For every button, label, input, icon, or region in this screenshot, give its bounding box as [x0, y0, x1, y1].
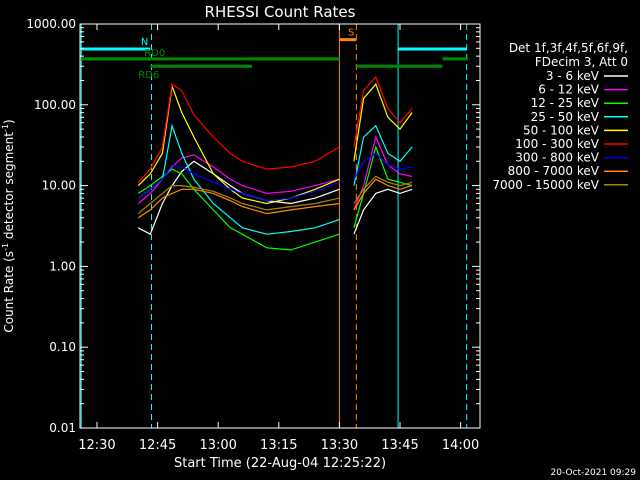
- y-tick-label-1: 0.10: [49, 340, 76, 354]
- series-line-7-1: [353, 178, 413, 211]
- y-axis-label-sup: -1: [1, 243, 10, 251]
- x-axis-ticks: 12:30 12:45 13:00 13:15 13:30 13:45 14:00: [78, 24, 479, 453]
- legend-header-line-2: FDecim 3, Att 0: [535, 55, 628, 69]
- y-tick-label-4: 100.00: [34, 98, 76, 112]
- legend-header-line-1: Det 1f,3f,4f,5f,6f,9f,: [509, 41, 628, 55]
- x-tick-label-3: 13:15: [260, 438, 297, 453]
- attenuator-bar-label-0: N: [141, 37, 148, 48]
- series-line-6-0: [137, 164, 340, 202]
- y-tick-label-5: 1000.00: [26, 17, 76, 31]
- rate-bar-label-2: RD6: [138, 70, 159, 81]
- rate-bar-label-0: RD0: [144, 48, 165, 59]
- series-line-2-1: [353, 145, 413, 228]
- flag-bars: N S RD0 RD6: [81, 28, 468, 81]
- x-tick-label-0: 12:30: [78, 438, 115, 453]
- series-line-1-1: [353, 135, 413, 211]
- chart-title: RHESSI Count Rates: [205, 3, 356, 21]
- series-line-5-0: [137, 83, 340, 183]
- y-tick-label-2: 1.00: [49, 259, 76, 273]
- legend-label-4: 50 - 100 keV: [523, 123, 600, 137]
- series-lines: [137, 75, 413, 251]
- legend-label-2: 12 - 25 keV: [531, 96, 600, 110]
- legend-label-3: 25 - 50 keV: [531, 110, 600, 124]
- series-line-5-1: [353, 75, 413, 148]
- series-line-4-1: [353, 83, 413, 162]
- y-tick-label-0: 0.01: [49, 421, 76, 435]
- series-line-6-1: [353, 152, 413, 180]
- x-axis-label: Start Time (22-Aug-04 12:25:22): [174, 456, 386, 471]
- x-tick-label-2: 13:00: [199, 438, 236, 453]
- legend-label-1: 6 - 12 keV: [538, 83, 600, 97]
- series-line-8-0: [137, 185, 340, 215]
- timestamp: 20-Oct-2021 09:29: [551, 468, 637, 478]
- y-axis-label: Count Rate (s-1 detector segment-1): [1, 119, 16, 332]
- series-line-8-1: [353, 175, 413, 204]
- attenuator-bar-label-2: S: [348, 28, 354, 39]
- legend-label-0: 3 - 6 keV: [546, 69, 600, 83]
- x-tick-label-1: 12:45: [139, 438, 176, 453]
- y-axis-ticks: 0.01 0.10 1.00 10.00 100.00 1000.00: [26, 17, 480, 435]
- y-tick-label-3: 10.00: [42, 179, 76, 193]
- x-tick-label-4: 13:30: [321, 438, 358, 453]
- y-axis-label-tail: detector segment: [2, 132, 16, 243]
- x-tick-label-6: 14:00: [442, 438, 479, 453]
- y-axis-label-close: ): [2, 119, 16, 124]
- y-axis-label-main: Count Rate (s: [2, 251, 16, 333]
- plot-frame: [79, 23, 481, 429]
- legend-label-6: 300 - 800 keV: [515, 151, 599, 165]
- y-axis-label-sup2: -1: [1, 124, 10, 132]
- legend: Det 1f,3f,4f,5f,6f,9f, FDecim 3, Att 0 3…: [492, 41, 628, 192]
- legend-label-5: 100 - 300 keV: [515, 137, 599, 151]
- x-tick-label-5: 13:45: [381, 438, 418, 453]
- legend-label-8: 7000 - 15000 keV: [492, 178, 599, 192]
- legend-label-7: 800 - 7000 keV: [508, 164, 600, 178]
- series-line-0-1: [353, 188, 413, 235]
- series-line-7-0: [137, 188, 340, 219]
- series-line-3-1: [353, 124, 413, 186]
- event-markers: [80, 24, 468, 428]
